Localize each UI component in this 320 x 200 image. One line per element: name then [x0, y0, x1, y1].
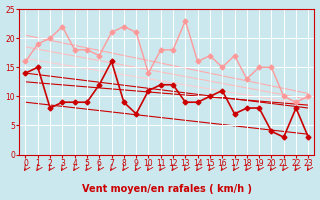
X-axis label: Vent moyen/en rafales ( km/h ): Vent moyen/en rafales ( km/h ): [82, 184, 252, 194]
